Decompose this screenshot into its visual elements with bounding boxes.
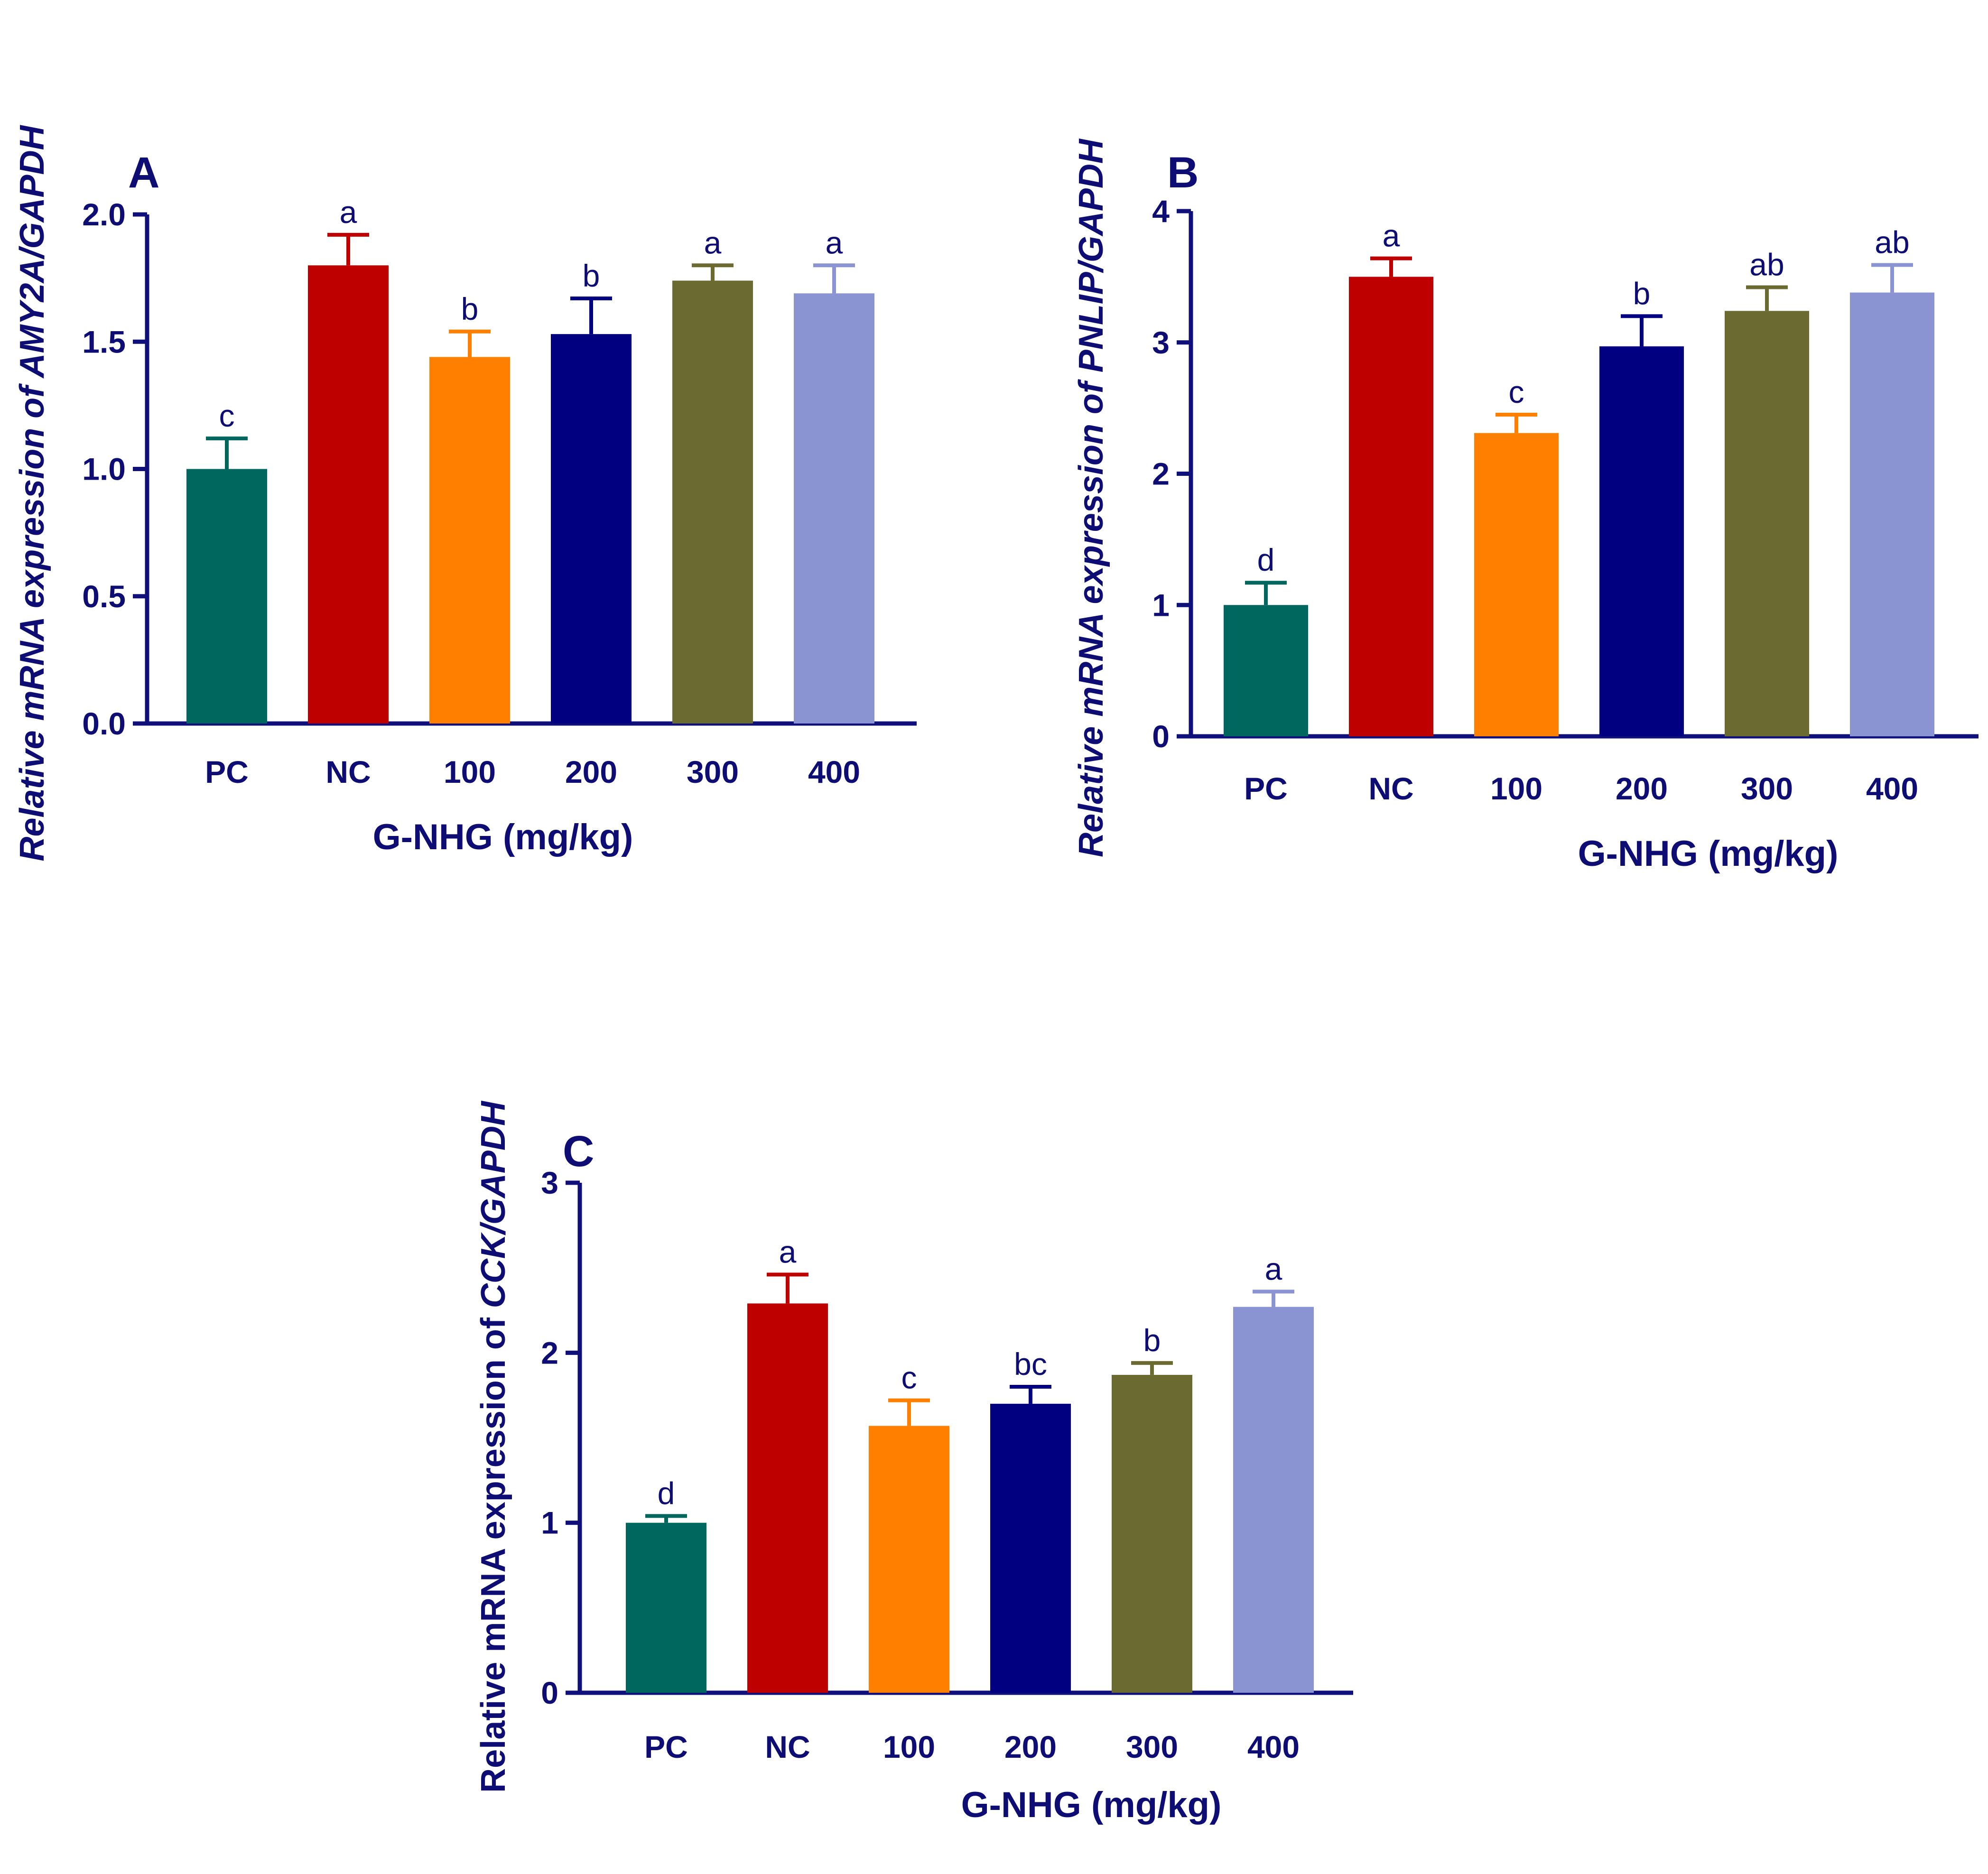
bar-300 <box>672 280 753 724</box>
y-tick-label: 1.5 <box>82 324 126 359</box>
y-axis-label-text: Relative mRNA expression of <box>474 1308 512 1793</box>
x-tick-label: 300 <box>687 754 739 789</box>
x-tick-label: 300 <box>1126 1729 1178 1764</box>
y-tick-label: 0 <box>1152 719 1170 754</box>
significance-label: c <box>219 398 235 433</box>
y-tick-label: 0.0 <box>82 706 126 741</box>
y-tick-label: 0.5 <box>82 579 126 614</box>
chart-panel-a: A 0.0 0.5 1.0 1.5 2.0 c PC a NC b 100 b 200 a 300 a 400 G-… <box>13 124 917 862</box>
y-tick-label: 3 <box>541 1165 558 1200</box>
x-tick-label: 400 <box>1866 771 1918 806</box>
x-tick-label: 200 <box>1004 1729 1057 1764</box>
bar-200 <box>551 334 632 724</box>
bar-400 <box>794 293 874 724</box>
x-tick-label: NC <box>1368 771 1413 806</box>
bar-pc <box>626 1522 706 1693</box>
panel-letter: B <box>1167 148 1198 197</box>
y-axis-label-gene: CCK/GAPDH <box>474 1100 512 1308</box>
y-tick-label: 1 <box>541 1505 558 1540</box>
significance-label: b <box>1143 1323 1161 1358</box>
x-tick-label: NC <box>765 1729 810 1764</box>
x-axis-label: G-NHG (mg/kg) <box>1578 834 1839 874</box>
x-tick-label: 100 <box>1490 771 1542 806</box>
bar-200 <box>1599 346 1684 736</box>
bar-300 <box>1112 1374 1192 1693</box>
y-axis-label: Relative mRNA expression of AMY2A/GAPDH <box>13 124 51 861</box>
x-tick-label: 200 <box>1616 771 1668 806</box>
significance-label: b <box>461 291 479 326</box>
x-tick-label: 400 <box>1247 1729 1300 1764</box>
x-tick-label: 100 <box>883 1729 935 1764</box>
y-tick-label: 2 <box>541 1335 558 1370</box>
significance-label: a <box>340 195 357 230</box>
y-tick-label: 3 <box>1152 325 1170 360</box>
significance-label: ab <box>1749 247 1784 282</box>
chart-panel-c: C 0 1 2 3 d PC a NC c 100 bc 200 b 300 a 400 G-NHG (mg/kg… <box>474 1100 1353 1825</box>
x-tick-label: PC <box>1244 771 1288 806</box>
bar-300 <box>1725 311 1809 736</box>
bar-pc <box>1224 605 1308 736</box>
significance-label: b <box>1633 276 1651 311</box>
significance-label: d <box>1257 542 1275 577</box>
x-tick-label: PC <box>205 754 249 789</box>
x-tick-label: 200 <box>565 754 617 789</box>
bar-200 <box>990 1403 1071 1693</box>
y-tick-label: 2 <box>1152 456 1170 492</box>
significance-label: a <box>704 225 722 260</box>
panel-letter: C <box>563 1127 594 1176</box>
y-axis-label: Relative mRNA expression of PNLIP/GAPDH <box>1072 138 1110 857</box>
significance-label: a <box>1265 1251 1282 1286</box>
significance-label: a <box>826 225 843 260</box>
y-tick-label: 1 <box>1152 587 1170 622</box>
y-axis-label: Relative mRNA expression of CCK/GAPDH <box>474 1100 512 1793</box>
bar-nc <box>1349 277 1433 736</box>
significance-label: a <box>1383 218 1400 253</box>
x-tick-label: 100 <box>444 754 496 789</box>
significance-label: ab <box>1875 224 1909 260</box>
significance-label: c <box>901 1360 917 1395</box>
x-tick-label: 400 <box>808 754 860 789</box>
x-axis-label: G-NHG (mg/kg) <box>961 1785 1222 1825</box>
bar-pc <box>186 469 267 724</box>
bar-100 <box>869 1426 949 1693</box>
y-tick-label: 1.0 <box>82 452 126 487</box>
bar-nc <box>308 265 389 724</box>
bar-100 <box>1474 433 1559 736</box>
bar-nc <box>747 1303 828 1693</box>
y-tick-label: 4 <box>1152 194 1170 229</box>
panel-letter: A <box>128 148 159 197</box>
significance-label: b <box>583 258 600 293</box>
significance-label: a <box>779 1234 797 1270</box>
x-tick-label: NC <box>325 754 371 789</box>
bar-400 <box>1233 1307 1314 1693</box>
bar-100 <box>429 357 510 724</box>
y-tick-label: 2.0 <box>82 197 126 232</box>
chart-panel-b: B 0 1 2 3 4 d PC a NC c 100 b 200 ab 300 ab 400 G-NHG (mg/… <box>1072 138 1979 874</box>
x-tick-label: PC <box>644 1729 688 1764</box>
bar-400 <box>1850 292 1934 736</box>
y-tick-label: 0 <box>541 1675 558 1710</box>
x-axis-label: G-NHG (mg/kg) <box>373 817 633 857</box>
significance-label: d <box>658 1475 675 1511</box>
significance-label: bc <box>1014 1346 1047 1382</box>
significance-label: c <box>1509 374 1524 409</box>
x-tick-label: 300 <box>1741 771 1793 806</box>
